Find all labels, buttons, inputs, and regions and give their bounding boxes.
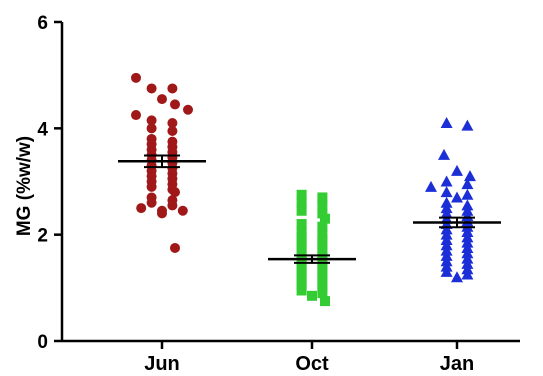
- data-point: [146, 123, 157, 134]
- data-point: [157, 208, 167, 219]
- x-category-label: Jan: [440, 353, 474, 375]
- y-ticks: 0 2 4 6: [37, 13, 62, 353]
- y-tick-label: 4: [37, 119, 48, 140]
- data-point: [167, 118, 178, 129]
- data-point: [317, 200, 328, 211]
- data-point: [170, 242, 180, 253]
- data-point: [440, 265, 453, 277]
- data-point: [296, 219, 307, 230]
- data-point: [296, 197, 307, 208]
- data-point: [317, 272, 328, 283]
- data-point: [296, 269, 307, 280]
- data-point: [296, 232, 307, 243]
- data-point: [317, 256, 328, 267]
- x-categories: Jun Oct Jan: [144, 341, 474, 375]
- data-point: [167, 83, 178, 94]
- data-point: [320, 296, 330, 307]
- data-point: [317, 288, 328, 299]
- data-point: [461, 178, 474, 190]
- data-point: [296, 274, 307, 285]
- data-point: [438, 148, 450, 160]
- data-point: [146, 181, 157, 192]
- y-axis-title: MG (%w/w): [14, 136, 35, 236]
- x-category-label: Oct: [295, 353, 329, 375]
- data-point: [461, 188, 474, 200]
- data-point: [146, 115, 157, 126]
- data-point: [183, 104, 193, 115]
- data-point: [296, 285, 307, 296]
- data-point: [451, 164, 463, 176]
- data-point: [136, 203, 147, 214]
- data-point: [296, 258, 307, 269]
- data-point: [296, 248, 307, 259]
- data-point: [131, 72, 141, 83]
- data-point: [170, 99, 180, 110]
- data-point: [317, 192, 328, 203]
- data-point: [440, 186, 453, 198]
- data-point: [317, 234, 328, 245]
- data-point: [296, 237, 307, 248]
- data-point: [461, 268, 474, 280]
- data-point: [170, 187, 180, 198]
- y-tick-label: 6: [37, 13, 48, 34]
- data-point: [317, 208, 328, 219]
- data-point: [131, 110, 141, 121]
- data-point: [317, 282, 328, 293]
- data-points: [131, 72, 476, 307]
- data-point: [146, 197, 157, 208]
- data-point: [317, 245, 328, 256]
- data-point: [425, 180, 437, 192]
- data-point: [296, 189, 307, 200]
- y-tick-label: 0: [37, 332, 48, 353]
- data-point: [317, 277, 328, 288]
- axes: [60, 22, 520, 343]
- data-point: [317, 266, 328, 277]
- data-point: [317, 240, 328, 251]
- data-point: [157, 94, 167, 105]
- data-point: [167, 200, 178, 211]
- data-point: [177, 205, 188, 216]
- data-point: [320, 213, 330, 224]
- data-point: [451, 271, 463, 283]
- mean-sem-bars: [118, 154, 501, 264]
- data-point: [461, 119, 474, 131]
- data-point: [167, 125, 178, 136]
- data-point: [451, 191, 463, 203]
- data-point: [464, 170, 476, 182]
- data-point: [146, 83, 157, 94]
- data-point: [317, 229, 328, 240]
- data-point: [307, 290, 317, 301]
- y-tick-label: 2: [37, 226, 48, 247]
- data-point: [296, 227, 307, 238]
- data-point: [317, 261, 328, 272]
- data-point: [296, 205, 307, 216]
- data-point: [296, 264, 307, 275]
- x-category-label: Jun: [144, 353, 180, 375]
- data-point: [317, 221, 328, 232]
- data-point: [440, 117, 453, 129]
- data-point: [440, 175, 453, 187]
- data-point: [296, 242, 307, 253]
- data-point: [296, 280, 307, 291]
